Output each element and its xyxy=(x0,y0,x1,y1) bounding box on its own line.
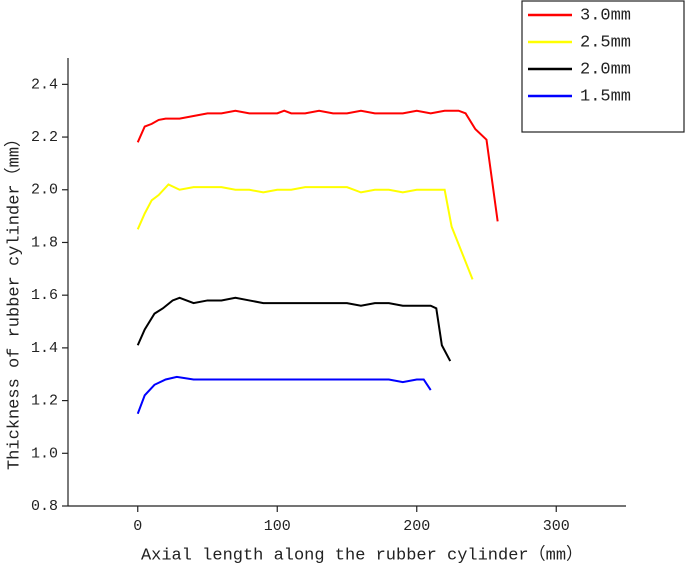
x-tick-label: 200 xyxy=(403,518,430,535)
legend-label: 3.0mm xyxy=(580,6,631,25)
y-tick-label: 1.4 xyxy=(31,340,58,357)
data-line xyxy=(136,296,452,362)
legend-label: 2.0mm xyxy=(580,60,631,79)
data-line xyxy=(136,183,474,280)
x-axis-label: Axial length along the rubber cylinder（m… xyxy=(141,544,583,565)
legend-label: 1.5mm xyxy=(580,87,631,106)
legend-label: 2.5mm xyxy=(580,33,631,52)
y-tick-label: 1.8 xyxy=(31,234,58,251)
y-tick-label: 1.0 xyxy=(31,445,58,462)
y-tick-label: 0.8 xyxy=(31,498,58,515)
y-tick-label: 1.2 xyxy=(31,393,58,410)
y-tick-label: 2.2 xyxy=(31,129,58,146)
y-tick-label: 1.6 xyxy=(31,287,58,304)
legend-box xyxy=(521,0,685,133)
y-tick-label: 2.4 xyxy=(31,76,58,93)
data-line xyxy=(136,375,432,415)
x-tick-label: 300 xyxy=(543,518,570,535)
x-tick-label: 100 xyxy=(264,518,291,535)
y-tick-label: 2.0 xyxy=(31,182,58,199)
x-tick-label: 0 xyxy=(133,518,142,535)
data-line xyxy=(136,109,499,222)
y-axis-label: Thickness of rubber cylinder（mm） xyxy=(3,130,24,470)
